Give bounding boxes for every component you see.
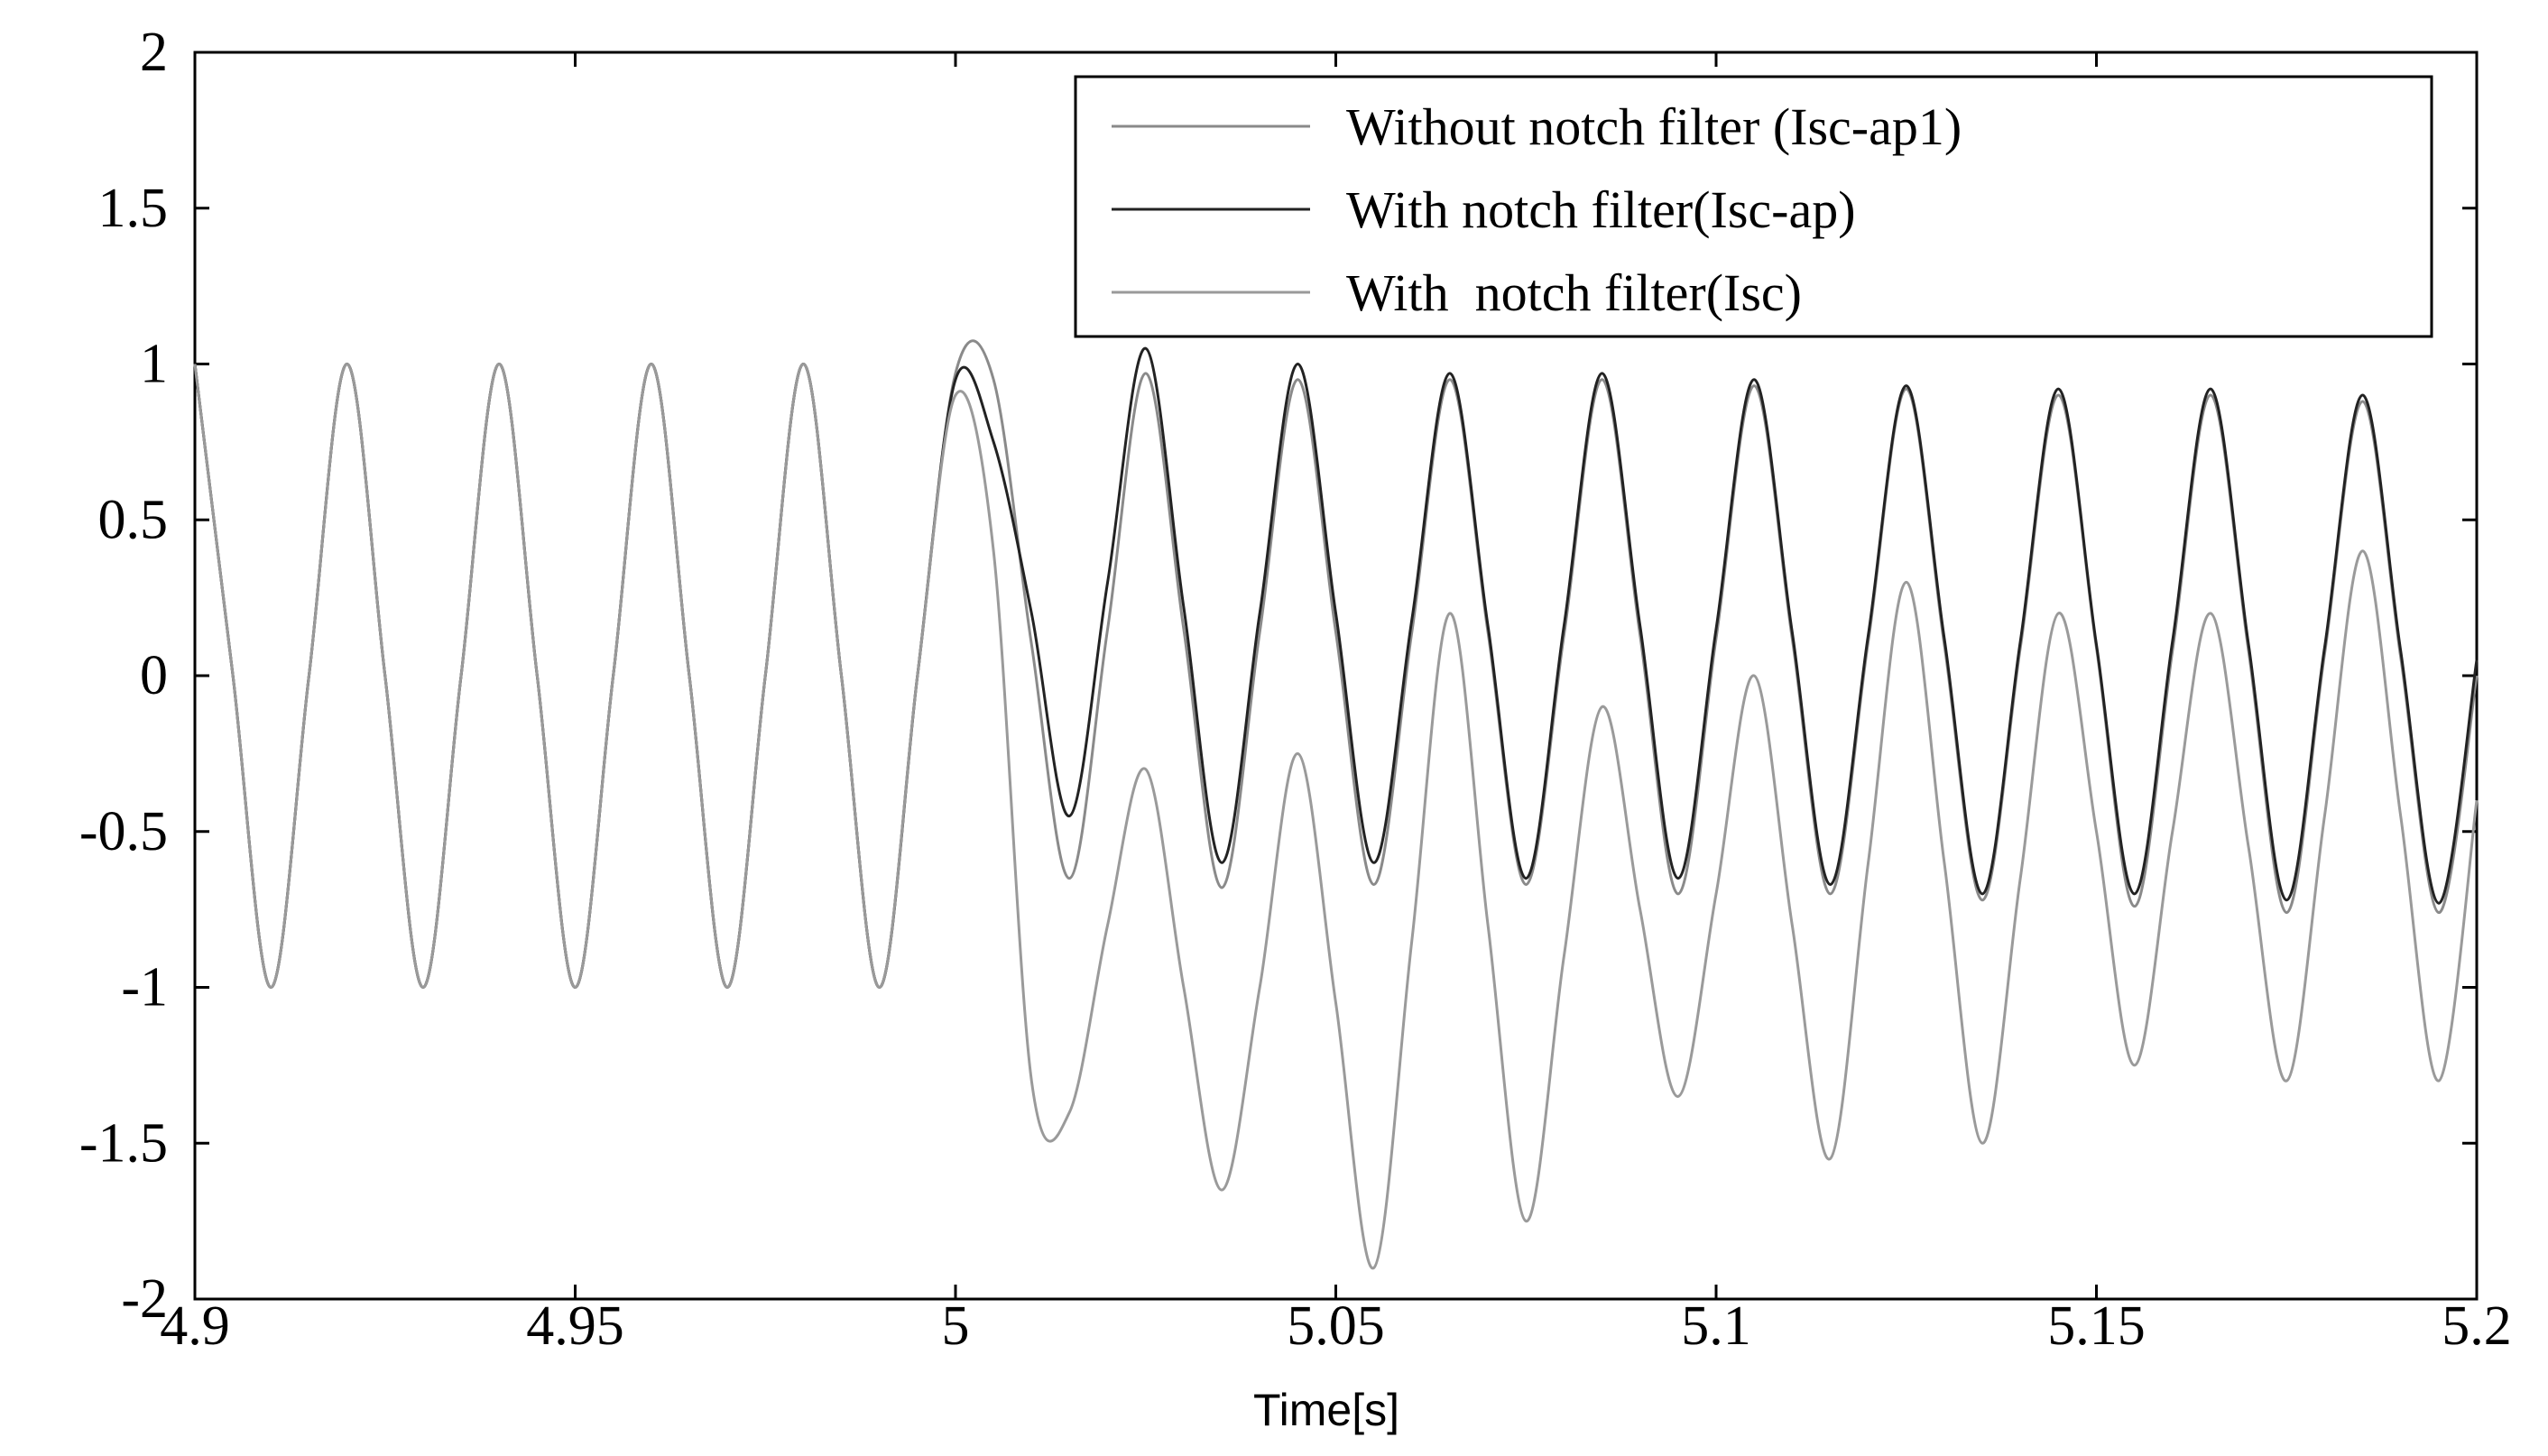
y-tick-label: 1 [140,334,168,395]
x-axis-label: Time[s] [1253,1385,1399,1435]
x-tick-label: 5.2 [2442,1295,2512,1357]
x-tick-label: 5.15 [2047,1295,2146,1357]
x-tick-label: 5.1 [1681,1295,1751,1357]
y-tick-label: -2 [121,1268,168,1330]
y-tick-label: -1 [121,957,168,1018]
legend-label: With notch filter(Isc) [1346,263,1802,322]
x-tick-label: 5.05 [1287,1295,1385,1357]
legend-label: With notch filter(Isc-ap) [1346,180,1856,239]
series-line [193,362,2479,1269]
y-tick-label: -0.5 [79,801,168,862]
y-tick-label: 1.5 [98,178,169,239]
x-tick-label: 5 [942,1295,970,1357]
x-tick-label: 4.95 [526,1295,624,1357]
y-tick-label: 2 [140,22,168,83]
x-tick-label: 4.9 [160,1295,230,1357]
legend-label: Without notch filter (Isc-ap1) [1346,97,1962,156]
y-tick-label: -1.5 [79,1112,168,1174]
y-tick-label: 0.5 [98,489,169,550]
y-tick-label: 0 [140,645,168,706]
